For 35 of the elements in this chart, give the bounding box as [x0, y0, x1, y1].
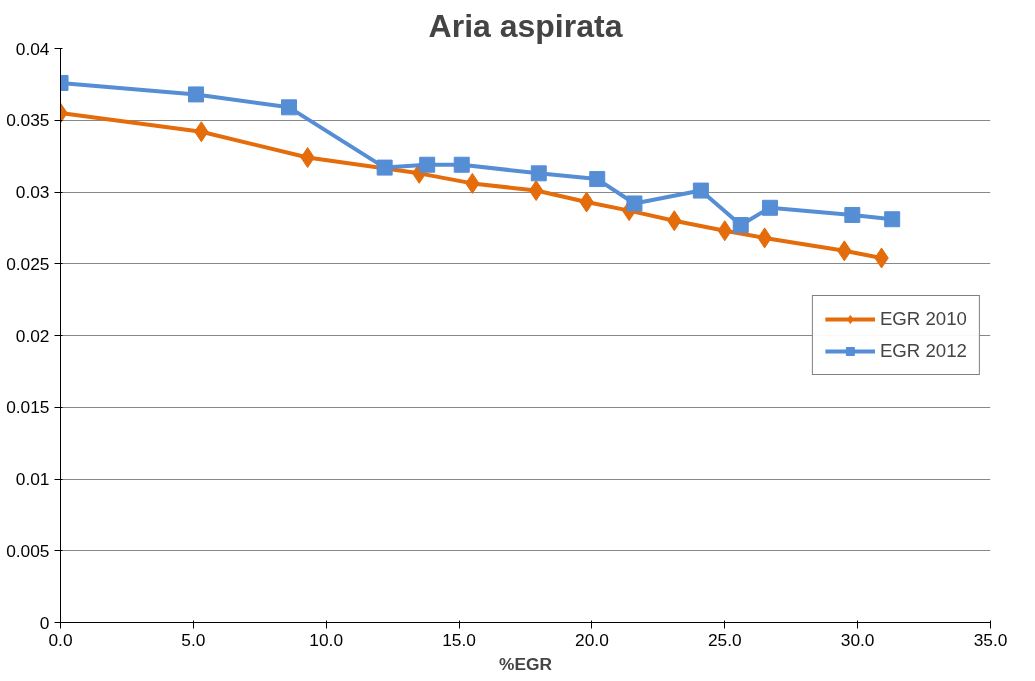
point — [761, 199, 778, 216]
x-tick-label: 5.0 — [181, 629, 206, 650]
x-tick-label: 30.0 — [840, 629, 875, 650]
x-tick-label: 20.0 — [575, 629, 609, 650]
point — [376, 159, 393, 176]
point — [844, 206, 861, 223]
x-axis-title: %EGR — [499, 653, 553, 674]
point — [732, 217, 749, 234]
x-tick-label: 0.0 — [48, 629, 73, 650]
y-tick-label: 0.03 — [15, 182, 50, 202]
y-tick-label: 0.035 — [6, 110, 50, 131]
point — [453, 156, 470, 173]
point — [884, 211, 901, 228]
legend-label: EGR 2012 — [879, 340, 967, 362]
x-tick-label: 15.0 — [442, 629, 476, 650]
legend-label: EGR 2010 — [879, 308, 967, 330]
point — [281, 99, 298, 116]
point — [626, 195, 643, 212]
x-tick-label: 10.0 — [309, 629, 344, 650]
point — [528, 180, 544, 202]
point — [419, 156, 436, 173]
chart-title: Aria aspirata — [428, 7, 623, 44]
x-tick-label: 25.0 — [707, 629, 742, 650]
point — [692, 182, 709, 199]
y-tick-label: 0.02 — [15, 325, 50, 346]
point — [589, 171, 606, 188]
point — [530, 165, 547, 182]
x-tick-label: 35.0 — [973, 629, 1008, 650]
y-tick-label: 0 — [39, 612, 50, 633]
y-tick-label: 0.025 — [6, 253, 50, 274]
y-tick-label: 0.04 — [15, 38, 50, 59]
y-tick-label: 0.015 — [6, 397, 50, 418]
y-tick-label: 0.01 — [15, 469, 50, 489]
y-tick-label: 0.005 — [6, 540, 50, 561]
point — [188, 86, 205, 103]
